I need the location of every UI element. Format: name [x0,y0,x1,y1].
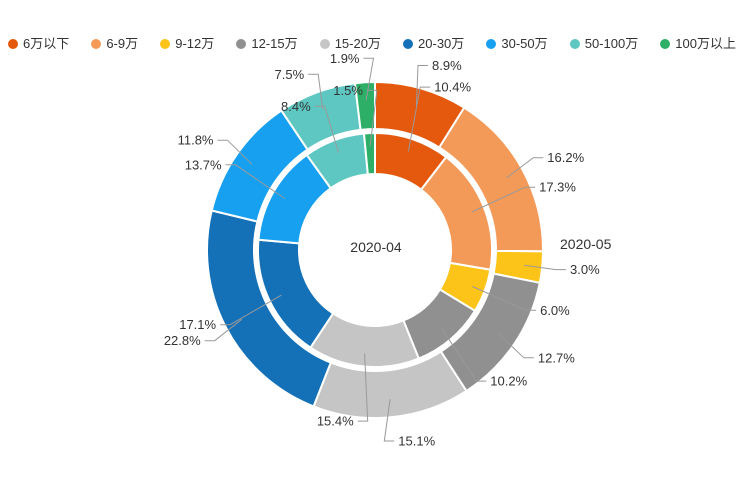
legend-label: 50-100万 [584,36,639,51]
label-leader-line [225,164,285,199]
legend-label: 100万以上 [675,36,736,51]
slice-value-label: 16.2% [547,150,584,165]
legend-swatch-icon [236,39,247,49]
slice-value-label: 17.3% [539,180,576,195]
legend-item-2[interactable]: 6-9万 [91,36,138,52]
label-leader-line [357,353,369,422]
pie-slice-2020-05-100万以上[interactable] [353,81,376,131]
legend-item-1[interactable]: 6万以下 [8,36,69,52]
legend-label: 6万以下 [23,36,70,51]
legend: 6万以下 6-9万 9-12万 12-15万 15-20万 20-30万 30-50万 50-… [0,36,744,52]
slice-value-label: 12.7% [538,350,575,365]
pie-slice-2020-04-100万以上[interactable] [362,132,376,176]
legend-label: 15-20万 [334,36,381,51]
label-leader-line [471,186,536,213]
legend-item-4[interactable]: 12-15万 [236,36,298,52]
label-leader-line [506,157,544,179]
legend-swatch-icon [160,39,171,49]
slice-value-label: 17.1% [179,317,216,332]
legend-label: 12-15万 [251,36,298,51]
slice-value-label: 15.1% [398,434,435,449]
legend-swatch-icon [319,39,330,49]
label-leader-line [383,399,395,442]
slice-value-label: 13.7% [185,157,222,172]
legend-label: 30-50万 [501,36,548,51]
slice-value-label: 8.4% [281,99,311,114]
label-leader-line [308,73,324,110]
label-leader-line [498,333,534,359]
slice-value-label: 7.5% [275,67,305,82]
slice-value-label: 10.4% [434,80,471,95]
legend-swatch-icon [569,39,580,49]
legend-item-7[interactable]: 30-50万 [486,36,548,52]
label-leader-line [366,89,378,147]
slice-value-label: 10.2% [490,374,527,389]
slice-value-label: 15.4% [317,414,354,429]
label-leader-line [441,329,487,382]
legend-item-6[interactable]: 20-30万 [403,36,464,52]
label-leader-line [472,286,537,311]
slice-value-label: 11.8% [178,133,214,148]
slice-value-label: 1.5% [333,83,363,98]
slice-value-label: 6.0% [540,303,570,318]
legend-item-5[interactable]: 15-20万 [319,36,381,52]
label-leader-line [220,294,282,326]
label-leader-line [415,65,428,106]
legend-item-9[interactable]: 100万以上 [660,36,736,52]
inner-ring-series-label: 2020-04 [350,239,402,255]
slice-value-label: 3.0% [570,262,600,277]
label-leader-line [363,57,375,101]
label-leader-line [217,139,253,165]
legend-label: 6-9万 [106,36,139,51]
legend-item-8[interactable]: 50-100万 [569,36,639,52]
label-leader-line [314,105,339,153]
slice-value-label: 8.9% [432,58,462,73]
legend-label: 20-30万 [418,36,465,51]
legend-swatch-icon [403,39,414,49]
legend-swatch-icon [91,39,102,49]
label-leader-line [204,318,243,342]
legend-swatch-icon [486,39,497,49]
legend-item-3[interactable]: 9-12万 [160,36,214,52]
label-leader-line [524,264,566,271]
legend-swatch-icon [660,39,671,49]
slice-value-label: 1.9% [330,51,360,66]
label-leader-line [407,86,431,152]
slice-value-label: 22.8% [164,333,201,348]
legend-swatch-icon [8,39,18,49]
outer-ring-series-label: 2020-05 [560,236,612,252]
legend-label: 9-12万 [175,36,215,51]
